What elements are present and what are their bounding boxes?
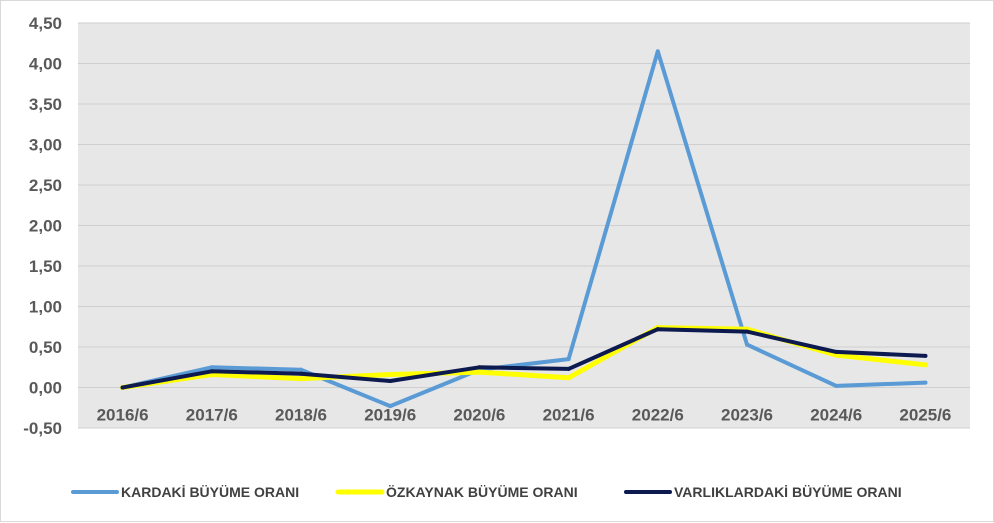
data-point-varliklardaki [209,369,214,374]
x-tick-label: 2025/6 [899,406,951,425]
legend-label-varliklardaki: VARLIKLARDAKİ BÜYÜME ORANI [674,484,902,500]
data-point-varliklardaki [655,327,660,332]
legend: KARDAKİ BÜYÜME ORANI ÖZKAYNAK BÜYÜME ORAN… [71,484,902,500]
legend-label-kardaki: KARDAKİ BÜYÜME ORANI [121,484,299,500]
y-axis-ticks: -0,50 0,00 0,50 1,00 1,50 2,00 2,50 3,00 3,50 4,0… [23,14,62,438]
x-axis-ticks: 2016/6 2017/6 2018/6 2019/6 2020/6 2021/6 2022… [97,406,952,425]
data-point-kardaki [745,342,749,347]
y-tick-label: 1,50 [29,257,62,276]
y-tick-label: -0,50 [23,419,62,438]
x-tick-label: 2021/6 [543,406,595,425]
series-line-varliklardaki [120,327,928,390]
y-tick-label: 2,50 [29,176,62,195]
data-point-ozkaynak [298,376,304,382]
data-point-varliklardaki [477,365,482,370]
series-lines [120,49,928,409]
x-tick-label: 2020/6 [453,406,505,425]
data-point-varliklardaki [566,366,571,371]
data-point-kardaki [209,365,214,370]
x-tick-label: 2023/6 [721,406,773,425]
data-point-ozkaynak [387,372,393,378]
x-tick-label: 2024/6 [810,406,862,425]
data-point-varliklardaki [834,349,839,354]
data-point-kardaki [566,357,571,362]
data-point-varliklardaki [388,379,393,384]
data-point-kardaki [655,49,660,54]
y-tick-label: 0,00 [29,379,62,398]
data-point-kardaki [834,383,839,388]
data-point-ozkaynak [922,362,928,368]
y-tick-label: 1,00 [29,298,62,317]
y-tick-label: 3,00 [29,136,62,155]
x-tick-label: 2018/6 [275,406,327,425]
y-tick-label: 3,50 [29,95,62,114]
data-point-kardaki [388,404,393,409]
y-tick-label: 4,00 [29,55,62,74]
series-line-kardaki [120,49,928,409]
data-point-ozkaynak [566,375,572,381]
data-point-kardaki [923,380,928,385]
data-point-kardaki [299,367,303,372]
y-tick-label: 0,50 [29,338,62,357]
x-tick-label: 2016/6 [97,406,149,425]
x-tick-label: 2019/6 [364,406,416,425]
data-point-ozkaynak [476,369,482,375]
data-point-varliklardaki [745,329,749,334]
gridlines [78,22,970,429]
x-tick-label: 2022/6 [632,406,684,425]
y-tick-label: 2,00 [29,217,62,236]
x-tick-label: 2017/6 [186,406,238,425]
y-tick-label: 4,50 [29,14,62,33]
data-point-varliklardaki [120,385,125,390]
legend-label-ozkaynak: ÖZKAYNAK BÜYÜME ORANI [386,484,578,500]
data-point-varliklardaki [923,353,928,358]
data-point-varliklardaki [299,371,303,376]
